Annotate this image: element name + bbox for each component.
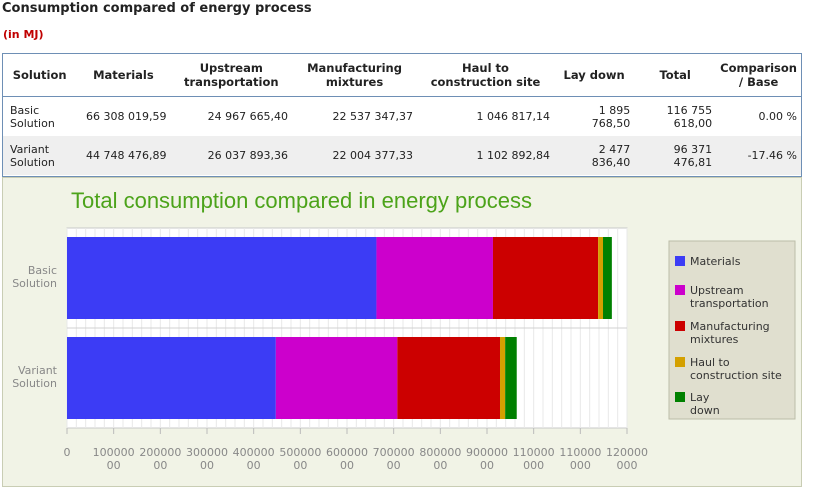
table-header-row: Solution Materials Upstream transportati… [3, 54, 801, 97]
x-tick-label: 120000 [606, 446, 648, 459]
bar-segment [505, 337, 517, 419]
x-tick-label: 900000 [466, 446, 508, 459]
comparison-table: Solution Materials Upstream transportati… [3, 54, 801, 175]
x-tick-label: 00 [200, 459, 214, 472]
x-tick-label: 000 [617, 459, 638, 472]
row-label: Variant Solution [3, 136, 77, 175]
x-tick-label: 200000 [139, 446, 181, 459]
legend-swatch [675, 321, 685, 331]
bar-segment [376, 237, 493, 319]
table-cell: 26 037 893,36 [170, 136, 293, 175]
column-header: Manufacturing mixtures [292, 54, 417, 97]
column-header: Solution [3, 54, 77, 97]
row-label: Basic Solution [10, 103, 55, 130]
unit-note: (in MJ) [3, 28, 44, 41]
table-cell: -17.46 % [716, 136, 801, 175]
stacked-bar-chart: Total consumption compared in energy pro… [12, 188, 796, 472]
table-cell: 22 537 347,37 [332, 110, 413, 123]
x-tick-label: 400000 [233, 446, 275, 459]
x-tick-label: 100000 [93, 446, 135, 459]
x-tick-label: 700000 [373, 446, 415, 459]
column-header: Lay down [554, 54, 635, 97]
legend-label: Manufacturing mixtures [690, 320, 770, 346]
table-cell: 24 967 665,40 [207, 110, 289, 123]
x-tick-label: 00 [387, 459, 401, 472]
x-tick-label: 00 [153, 459, 167, 472]
legend-label: Lay down [690, 391, 720, 417]
table-cell: 2 477 836,40 [554, 136, 635, 175]
legend-swatch [675, 285, 685, 295]
table-cell: 1 046 817,14 [476, 110, 550, 123]
bar-segment [67, 237, 377, 319]
table-row: Variant Solution 44 748 476,89 26 037 89… [3, 136, 801, 175]
table-cell: 96 371 476,81 [634, 136, 717, 175]
column-header: Upstream transportation [170, 54, 293, 97]
legend-swatch [675, 357, 685, 367]
x-tick-label: 00 [433, 459, 447, 472]
x-tick-label: 000 [570, 459, 591, 472]
table-cell: 1 895 768,50 [591, 103, 631, 130]
legend-box [668, 240, 796, 420]
legend-label: Haul to construction site [690, 356, 782, 382]
bar-segment [500, 337, 506, 419]
chart-title: Total consumption compared in energy pro… [71, 188, 532, 213]
category-label: Variant Solution [12, 364, 57, 390]
chart-panel: Total consumption compared in energy pro… [2, 177, 802, 487]
bar-segment [397, 337, 501, 419]
x-tick-label: 00 [293, 459, 307, 472]
bar-segment [603, 237, 612, 319]
page-title: Consumption compared of energy process [2, 1, 312, 16]
x-tick-label: 110000 [513, 446, 555, 459]
x-tick-label: 0 [64, 446, 71, 459]
x-tick-label: 110000 [559, 446, 601, 459]
legend-swatch [675, 392, 685, 402]
x-tick-label: 500000 [279, 446, 321, 459]
column-header: Total [634, 54, 717, 97]
bar-segment [492, 237, 599, 319]
table-cell: 44 748 476,89 [76, 136, 171, 175]
bar-segment [67, 337, 276, 419]
x-tick-label: 00 [340, 459, 354, 472]
legend-label: Upstream transportation [690, 284, 769, 310]
category-label: Basic Solution [12, 264, 57, 290]
x-tick-label: 000 [523, 459, 544, 472]
x-tick-label: 300000 [186, 446, 228, 459]
x-tick-label: 600000 [326, 446, 368, 459]
legend-label: Materials [690, 255, 741, 268]
x-tick-label: 00 [107, 459, 121, 472]
x-tick-label: 800000 [419, 446, 461, 459]
table-cell: 1 102 892,84 [416, 136, 554, 175]
table-row: Basic Solution 66 308 019,59 24 967 665,… [3, 97, 801, 137]
table-cell: 22 004 377,33 [292, 136, 417, 175]
column-header: Haul to construction site [416, 54, 554, 97]
x-tick-label: 00 [480, 459, 494, 472]
table-cell: 0.00 % [758, 110, 797, 123]
table-cell: 66 308 019,59 [85, 110, 167, 123]
bar-segment [598, 237, 604, 319]
table-cell: 116 755 618,00 [666, 103, 713, 130]
bar-segment [275, 337, 398, 419]
column-header: Materials [76, 54, 171, 97]
column-header: Comparison / Base [716, 54, 801, 97]
legend-swatch [675, 256, 685, 266]
x-tick-label: 00 [247, 459, 261, 472]
comparison-table-container: Solution Materials Upstream transportati… [2, 53, 802, 177]
